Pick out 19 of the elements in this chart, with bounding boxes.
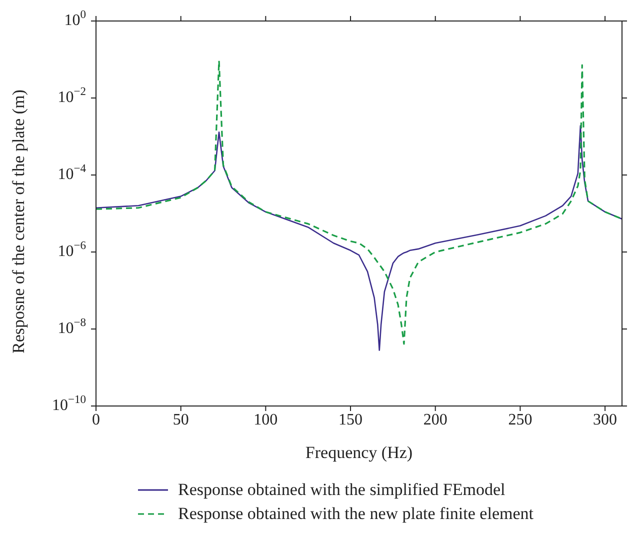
x-tick-label: 100 [254, 411, 278, 428]
x-tick-label: 250 [508, 411, 532, 428]
y-tick-label: 10$^{0}$ [64, 8, 86, 29]
line-series [96, 60, 622, 345]
x-tick-label: 200 [423, 411, 448, 428]
legend-label: Response obtained with the new plate finite element [178, 504, 534, 524]
y-tick-label: 10$^{−6}$ [58, 240, 86, 260]
y-axis-title: Resposne of the center of the plate (m) [9, 90, 28, 354]
x-axis-title: Frequency (Hz) [305, 443, 413, 462]
y-tick-label: 10$^{−10}$ [52, 394, 86, 414]
y-tick-label: 10$^{−8}$ [58, 316, 86, 337]
line-series [96, 125, 622, 351]
y-tick-label: 10$^{−4}$ [58, 162, 86, 183]
x-tick-label: 150 [338, 411, 363, 428]
legend-label: Response obtained with the simplified FEmodel [178, 480, 506, 500]
x-tick-label: 50 [172, 411, 189, 428]
x-tick-label: 300 [593, 411, 618, 428]
y-tick-label: 10$^{−2}$ [58, 86, 86, 106]
x-tick-label: 0 [92, 411, 100, 428]
